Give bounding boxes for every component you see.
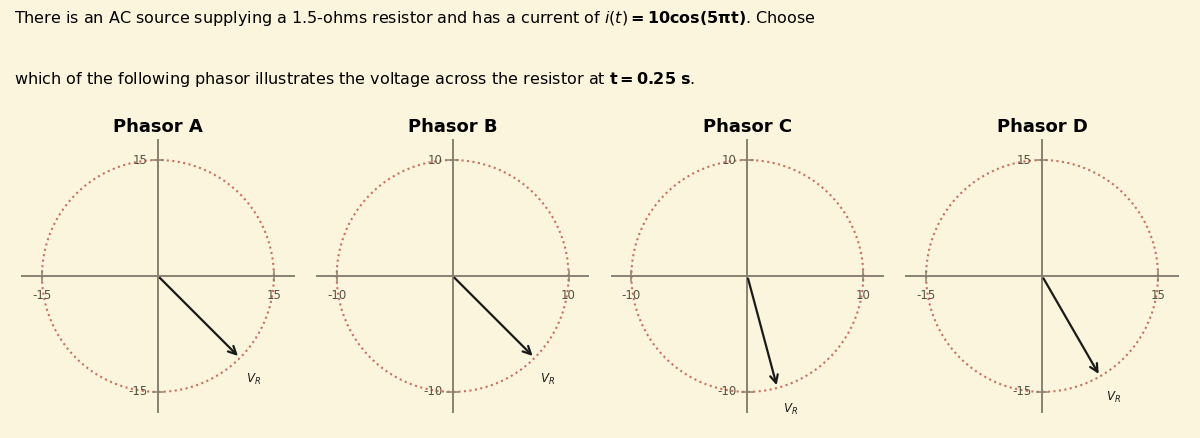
Text: 15: 15 bbox=[133, 153, 148, 166]
Text: 15: 15 bbox=[1151, 289, 1165, 302]
Text: $V_R$: $V_R$ bbox=[1106, 390, 1121, 405]
Text: 10: 10 bbox=[856, 289, 871, 302]
Text: $V_R$: $V_R$ bbox=[540, 372, 556, 387]
Text: There is an AC source supplying a 1.5-ohms resistor and has a current of $\mathi: There is an AC source supplying a 1.5-oh… bbox=[14, 9, 816, 28]
Text: -10: -10 bbox=[622, 289, 641, 302]
Text: 10: 10 bbox=[562, 289, 576, 302]
Text: -15: -15 bbox=[917, 289, 936, 302]
Text: which of the following phasor illustrates the voltage across the resistor at $\m: which of the following phasor illustrate… bbox=[14, 70, 696, 89]
Text: $V_R$: $V_R$ bbox=[246, 372, 260, 387]
Text: -15: -15 bbox=[32, 289, 52, 302]
Title: Phasor C: Phasor C bbox=[703, 118, 792, 136]
Text: $V_R$: $V_R$ bbox=[784, 402, 798, 417]
Text: -10: -10 bbox=[422, 385, 443, 399]
Text: 10: 10 bbox=[722, 153, 737, 166]
Title: Phasor D: Phasor D bbox=[997, 118, 1087, 136]
Text: -15: -15 bbox=[1013, 385, 1032, 399]
Text: -10: -10 bbox=[718, 385, 737, 399]
Text: -15: -15 bbox=[128, 385, 148, 399]
Title: Phasor B: Phasor B bbox=[408, 118, 497, 136]
Text: 15: 15 bbox=[266, 289, 281, 302]
Text: 15: 15 bbox=[1016, 153, 1032, 166]
Text: -10: -10 bbox=[328, 289, 347, 302]
Title: Phasor A: Phasor A bbox=[113, 118, 203, 136]
Text: 10: 10 bbox=[427, 153, 443, 166]
